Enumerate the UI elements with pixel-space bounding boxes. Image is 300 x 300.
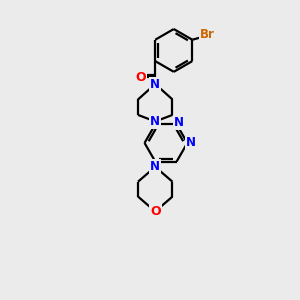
Text: N: N xyxy=(186,136,196,149)
Text: Br: Br xyxy=(200,28,215,41)
Text: N: N xyxy=(150,115,160,128)
Text: O: O xyxy=(136,71,146,84)
Text: N: N xyxy=(150,77,160,91)
Text: N: N xyxy=(150,160,160,173)
Text: O: O xyxy=(150,205,160,218)
Text: N: N xyxy=(174,116,184,130)
